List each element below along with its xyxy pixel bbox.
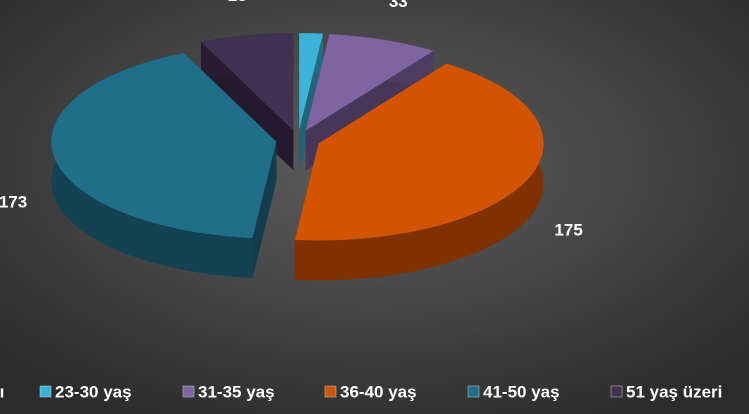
legend-label: 41-50 yaş — [483, 382, 560, 401]
legend-marker — [324, 385, 337, 398]
legend-label: 23-30 yaş — [55, 382, 132, 401]
data-label: 0 — [293, 0, 302, 2]
slice-top — [201, 33, 294, 131]
legend-marker — [39, 385, 52, 398]
legend-label: 51 yaş üzeri — [626, 382, 722, 401]
slice-wall — [294, 63, 544, 281]
data-label: 28 — [228, 0, 247, 5]
slice-top — [51, 53, 277, 238]
slice — [294, 63, 544, 281]
slice-top — [305, 34, 434, 131]
legend-label: 36-40 yaş — [340, 382, 417, 401]
legend-marker — [182, 385, 195, 398]
legend-marker — [467, 385, 480, 398]
legend-label: tı — [0, 382, 4, 401]
legend-label: 31-35 yaş — [198, 382, 275, 401]
data-label: 175 — [554, 221, 582, 240]
slice-top — [299, 33, 323, 131]
legend-marker — [610, 385, 623, 398]
data-label: 7 — [309, 0, 318, 2]
data-label: 33 — [389, 0, 408, 11]
slice — [51, 53, 277, 278]
slice — [299, 33, 323, 171]
data-label: 173 — [0, 193, 27, 212]
slice-top — [294, 63, 544, 241]
